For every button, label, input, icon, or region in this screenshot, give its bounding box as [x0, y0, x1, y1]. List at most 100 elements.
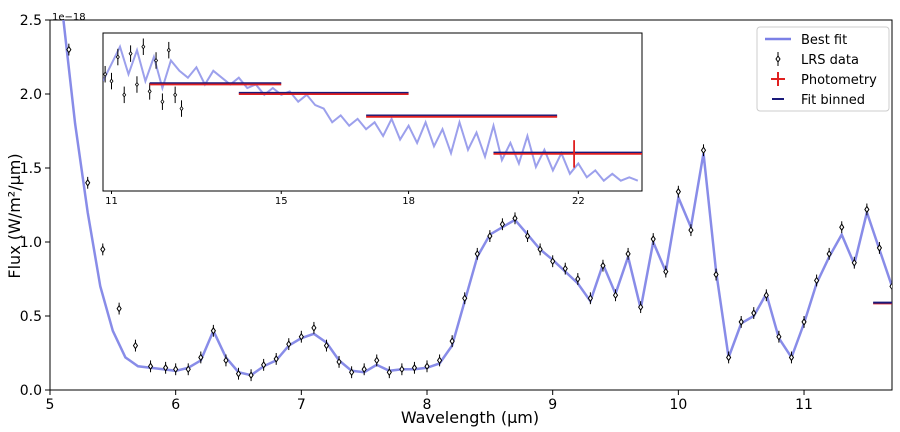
inset-lrs-point	[122, 92, 127, 98]
lrs-data-point	[349, 368, 355, 377]
lrs-data-point	[801, 318, 807, 326]
lrs-data-point	[116, 304, 122, 313]
lrs-data-point	[336, 357, 342, 366]
legend-box	[756, 26, 890, 112]
lrs-data-point	[587, 294, 593, 303]
lrs-data-point	[361, 365, 367, 374]
lrs-data-point	[147, 362, 154, 371]
lrs-data-point	[163, 363, 169, 372]
lrs-data-point	[499, 220, 506, 229]
lrs-data-point	[864, 205, 870, 214]
lrs-data-point	[132, 341, 139, 350]
inset-lrs-point	[160, 99, 165, 105]
lrs-data-point	[650, 235, 656, 243]
lrs-data-point	[487, 232, 493, 240]
y-tick-label: 2.5	[20, 13, 42, 29]
lrs-data-point	[449, 337, 455, 346]
inset-lrs-point	[128, 50, 133, 57]
legend-label: Photometry	[801, 73, 877, 88]
inset-plot: 11 15 18 22	[102, 32, 643, 207]
lrs-data-point	[524, 232, 531, 240]
lrs-data-point	[100, 245, 106, 254]
legend-label: Fit binned	[801, 93, 865, 108]
lrs-data-point	[688, 226, 694, 235]
lrs-data-point	[198, 353, 204, 362]
x-tick-label: 6	[171, 397, 180, 413]
lrs-data-point	[66, 45, 72, 54]
inset-lrs-point	[173, 92, 178, 98]
lrs-data-point	[612, 291, 619, 300]
lrs-data-point	[625, 249, 631, 258]
main-plot: 5 6 7 8 9 10 11 0.0 0.5 1.0 1.5 2.0 2.5	[20, 13, 893, 413]
y-tick-label: 0.5	[20, 309, 42, 325]
y-tick-label: 1.5	[20, 161, 42, 177]
lrs-data-point	[424, 362, 430, 371]
lrs-data-point	[851, 258, 857, 267]
legend: Best fit LRS data Photometry Fit binned	[756, 26, 890, 112]
lrs-data-point	[399, 365, 405, 374]
x-axis-label: Wavelength (µm)	[401, 408, 539, 427]
lrs-data-point	[248, 371, 254, 380]
x-tick-label: 11	[795, 397, 813, 413]
lrs-data-point	[512, 214, 518, 223]
lrs-data-point	[600, 261, 606, 270]
legend-entry: Photometry	[771, 72, 877, 88]
inset-lrs-point	[103, 71, 108, 77]
lrs-data-point	[575, 275, 581, 283]
legend-lrs-marker	[775, 55, 781, 63]
inset-lrs-point	[109, 78, 114, 84]
lrs-data-point	[826, 249, 832, 258]
best-fit-line	[62, 20, 892, 377]
lrs-data-point	[223, 356, 229, 365]
y-axis-label: Flux (W/m²/µm)	[5, 153, 24, 278]
lrs-data-point	[210, 326, 216, 335]
x-tick-label: 10	[669, 397, 687, 413]
lrs-data-point	[788, 353, 795, 362]
x-tick-label: 5	[46, 397, 55, 413]
lrs-data-point	[700, 146, 707, 155]
lrs-data-point	[235, 369, 242, 378]
y-tick-label: 2.0	[20, 87, 42, 103]
y-tick-label: 0.0	[20, 383, 42, 399]
inset-lrs-point	[179, 105, 184, 112]
inset-lrs-point	[134, 81, 139, 88]
lrs-data-point	[298, 332, 304, 341]
legend-label: LRS data	[801, 53, 859, 68]
inset-frame	[102, 32, 643, 192]
lrs-data-point	[813, 276, 820, 285]
x-tick-label: 7	[297, 397, 306, 413]
lrs-data-point	[663, 267, 669, 276]
legend-entry: Best fit	[765, 33, 847, 48]
y-tick-label: 1.0	[20, 235, 42, 251]
legend-entry: Fit binned	[772, 93, 865, 108]
lrs-data-point	[839, 223, 845, 232]
lrs-data-point	[638, 303, 644, 312]
x-tick-label: 8	[423, 397, 432, 413]
inset-lrs-point	[154, 57, 159, 64]
lrs-data-point	[550, 257, 556, 266]
lrs-data-point	[374, 356, 380, 365]
legend-entry: LRS data	[775, 52, 859, 68]
lrs-data-point	[185, 365, 191, 374]
inset-lrs-point	[147, 88, 152, 95]
legend-label: Best fit	[801, 33, 847, 48]
lrs-data-point	[776, 332, 782, 341]
lrs-data-point	[173, 365, 179, 374]
lrs-data-point	[876, 244, 883, 252]
inset-lrs-point	[166, 47, 171, 53]
x-tick-label: 9	[548, 397, 557, 413]
inset-x-tick-label: 15	[275, 196, 288, 207]
lrs-data-point	[462, 294, 468, 303]
main-plot-frame	[49, 19, 893, 391]
lrs-data-point	[85, 178, 91, 187]
inset-x-tick-label: 18	[402, 196, 415, 207]
lrs-data-point	[436, 356, 443, 365]
lrs-data-point	[311, 323, 317, 332]
lrs-data-point	[273, 355, 279, 363]
lrs-data-point	[726, 353, 732, 362]
inset-x-tick-label: 11	[105, 196, 118, 207]
y-axis-multiplier: 1e−18	[52, 12, 86, 23]
lrs-data-point	[751, 309, 757, 317]
inset-best-fit-line	[103, 44, 639, 183]
